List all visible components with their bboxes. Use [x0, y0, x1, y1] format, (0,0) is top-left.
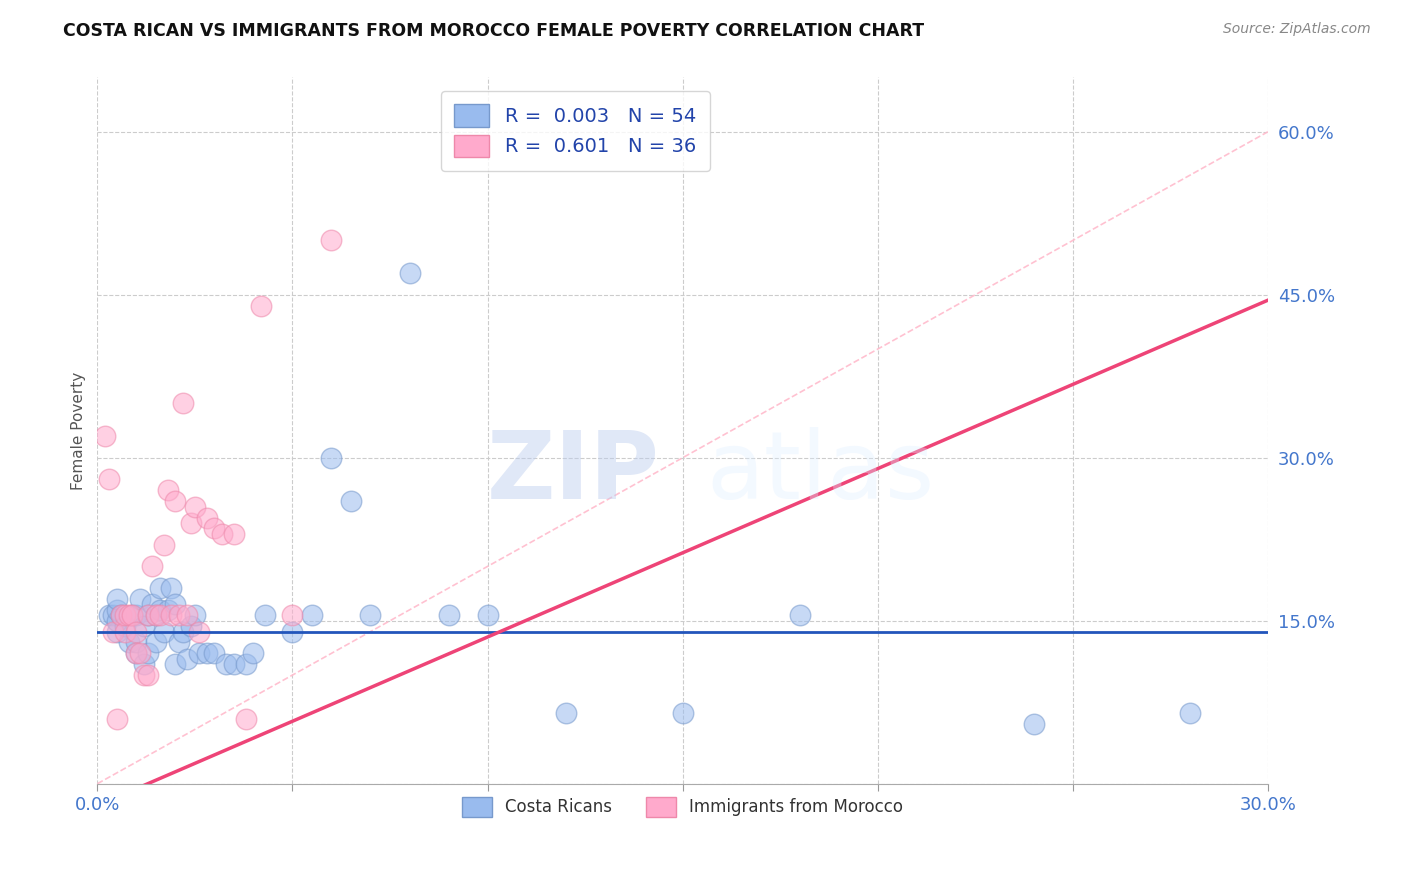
Point	[149, 581, 172, 595]
Point	[321, 234, 343, 248]
Point	[180, 516, 202, 530]
Point	[134, 619, 156, 633]
Point	[184, 608, 207, 623]
Point	[98, 473, 121, 487]
Point	[195, 646, 218, 660]
Point	[129, 592, 152, 607]
Point	[165, 657, 187, 672]
Point	[156, 603, 179, 617]
Point	[242, 646, 264, 660]
Point	[254, 608, 277, 623]
Point	[222, 657, 245, 672]
Point	[110, 608, 132, 623]
Point	[134, 668, 156, 682]
Point	[672, 706, 695, 720]
Point	[156, 483, 179, 498]
Point	[202, 646, 225, 660]
Point	[141, 598, 163, 612]
Text: COSTA RICAN VS IMMIGRANTS FROM MOROCCO FEMALE POVERTY CORRELATION CHART: COSTA RICAN VS IMMIGRANTS FROM MOROCCO F…	[63, 22, 924, 40]
Point	[125, 646, 148, 660]
Point	[187, 646, 209, 660]
Point	[281, 608, 304, 623]
Point	[101, 608, 124, 623]
Point	[1022, 717, 1045, 731]
Point	[114, 608, 136, 623]
Point	[136, 646, 159, 660]
Point	[136, 608, 159, 623]
Point	[152, 538, 174, 552]
Point	[117, 635, 139, 649]
Point	[360, 608, 382, 623]
Point	[250, 299, 273, 313]
Point	[114, 624, 136, 639]
Point	[165, 598, 187, 612]
Point	[117, 608, 139, 623]
Point	[125, 635, 148, 649]
Point	[211, 526, 233, 541]
Point	[437, 608, 460, 623]
Point	[340, 494, 363, 508]
Point	[125, 608, 148, 623]
Point	[105, 712, 128, 726]
Point	[121, 608, 143, 623]
Point	[398, 266, 420, 280]
Point	[202, 521, 225, 535]
Point	[281, 624, 304, 639]
Point	[105, 603, 128, 617]
Point	[145, 635, 167, 649]
Point	[554, 706, 576, 720]
Point	[195, 510, 218, 524]
Point	[129, 646, 152, 660]
Point	[172, 396, 194, 410]
Point	[165, 494, 187, 508]
Point	[105, 624, 128, 639]
Point	[136, 668, 159, 682]
Legend: Costa Ricans, Immigrants from Morocco: Costa Ricans, Immigrants from Morocco	[454, 789, 911, 825]
Point	[235, 712, 257, 726]
Point	[176, 652, 198, 666]
Point	[301, 608, 323, 623]
Point	[105, 614, 128, 628]
Point	[94, 429, 117, 443]
Point	[235, 657, 257, 672]
Point	[789, 608, 811, 623]
Point	[98, 608, 121, 623]
Point	[180, 619, 202, 633]
Point	[477, 608, 499, 623]
Point	[187, 624, 209, 639]
Point	[110, 608, 132, 623]
Point	[160, 608, 183, 623]
Point	[169, 608, 191, 623]
Point	[172, 624, 194, 639]
Point	[101, 624, 124, 639]
Point	[141, 559, 163, 574]
Point	[152, 624, 174, 639]
Text: Source: ZipAtlas.com: Source: ZipAtlas.com	[1223, 22, 1371, 37]
Point	[149, 603, 172, 617]
Point	[125, 646, 148, 660]
Point	[321, 450, 343, 465]
Point	[145, 608, 167, 623]
Point	[222, 526, 245, 541]
Point	[136, 608, 159, 623]
Point	[134, 657, 156, 672]
Point	[1178, 706, 1201, 720]
Point	[184, 500, 207, 514]
Point	[125, 624, 148, 639]
Point	[145, 608, 167, 623]
Text: ZIP: ZIP	[486, 427, 659, 519]
Point	[149, 608, 172, 623]
Text: atlas: atlas	[706, 427, 935, 519]
Point	[160, 581, 183, 595]
Point	[215, 657, 238, 672]
Point	[176, 608, 198, 623]
Y-axis label: Female Poverty: Female Poverty	[72, 371, 86, 490]
Point	[169, 635, 191, 649]
Point	[105, 592, 128, 607]
Point	[114, 619, 136, 633]
Point	[121, 608, 143, 623]
